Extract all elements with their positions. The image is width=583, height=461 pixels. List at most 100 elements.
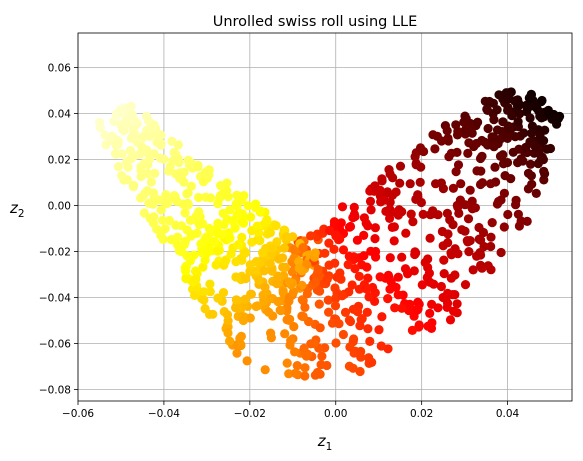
scatter-point	[494, 90, 504, 100]
scatter-point	[166, 235, 177, 245]
scatter-point	[191, 274, 201, 284]
scatter-point	[460, 226, 470, 236]
scatter-point	[237, 232, 247, 242]
scatter-point	[322, 274, 332, 284]
scatter-point	[374, 325, 384, 335]
scatter-point	[530, 141, 540, 151]
scatter-point	[282, 232, 292, 242]
scatter-point	[144, 198, 154, 208]
scatter-point	[375, 272, 385, 282]
scatter-point	[156, 205, 166, 215]
scatter-point	[329, 217, 339, 227]
plot-frame	[77, 32, 573, 402]
scatter-point	[264, 307, 274, 317]
scatter-point	[409, 266, 419, 276]
scatter-point	[453, 249, 463, 259]
scatter-point	[290, 368, 300, 378]
scatter-point	[164, 215, 174, 226]
scatter-point	[430, 144, 440, 154]
scatter-point	[205, 279, 215, 289]
scatter-point	[254, 275, 264, 286]
scatter-point	[405, 179, 415, 189]
scatter-point	[199, 287, 209, 297]
scatter-point	[252, 221, 262, 231]
y-tick-label: 0.04	[48, 109, 72, 121]
scatter-point	[513, 117, 523, 127]
scatter-point	[282, 315, 292, 325]
scatter-point	[153, 131, 164, 141]
scatter-point	[521, 100, 531, 110]
scatter-point	[208, 309, 218, 319]
scatter-point	[136, 165, 146, 175]
scatter-point	[497, 152, 507, 162]
scatter-point	[442, 126, 452, 136]
scatter-point	[376, 341, 386, 351]
scatter-point	[526, 128, 537, 138]
scatter-point	[200, 168, 210, 178]
scatter-point	[186, 181, 196, 191]
scatter-point	[501, 88, 511, 98]
scatter-point	[359, 251, 369, 261]
y-tick-label: −0.02	[39, 247, 71, 259]
scatter-point	[345, 316, 356, 327]
scatter-point	[279, 243, 289, 253]
scatter-point	[180, 236, 190, 246]
scatter-point	[343, 260, 353, 270]
scatter-point	[245, 313, 255, 323]
scatter-point	[287, 267, 297, 277]
scatter-point	[364, 353, 374, 363]
scatter-point	[490, 162, 500, 172]
scatter-point	[136, 171, 146, 182]
scatter-point	[182, 251, 192, 261]
scatter-point	[300, 363, 310, 373]
scatter-point	[105, 132, 115, 143]
scatter-point	[330, 301, 341, 311]
scatter-point	[397, 303, 407, 313]
scatter-point	[174, 246, 184, 256]
scatter-point	[205, 287, 215, 297]
scatter-point	[324, 225, 335, 236]
scatter-point	[523, 168, 534, 178]
scatter-point	[259, 266, 269, 276]
scatter-point	[499, 188, 509, 198]
scatter-point	[160, 224, 170, 234]
scatter-point	[245, 260, 255, 270]
scatter-point	[173, 154, 183, 164]
scatter-point	[391, 187, 401, 197]
scatter-point	[223, 192, 233, 202]
scatter-point	[285, 340, 295, 350]
scatter-point	[162, 192, 172, 202]
scatter-point	[232, 201, 242, 211]
scatter-point	[155, 153, 165, 163]
scatter-point	[146, 177, 156, 187]
scatter-point	[345, 342, 355, 352]
scatter-point	[139, 208, 149, 218]
scatter-point	[443, 238, 453, 248]
scatter-point	[362, 307, 372, 317]
scatter-point	[467, 204, 477, 214]
scatter-point	[306, 231, 316, 241]
scatter-point	[363, 324, 373, 334]
scatter-point	[370, 234, 380, 244]
scatter-point	[212, 228, 222, 238]
scatter-point	[427, 299, 437, 309]
scatter-point	[487, 218, 497, 228]
scatter-point	[193, 162, 203, 172]
scatter-point	[483, 123, 493, 134]
scatter-point	[336, 218, 346, 228]
scatter-point	[451, 167, 461, 177]
scatter-point	[450, 270, 460, 280]
scatter-point	[407, 325, 417, 335]
scatter-point	[192, 228, 202, 238]
scatter-point	[545, 143, 556, 154]
scatter-point	[411, 248, 421, 258]
scatter-point	[288, 287, 298, 297]
scatter-point	[385, 253, 395, 263]
scatter-point	[352, 235, 362, 245]
scatter-point	[492, 199, 502, 209]
scatter-point	[514, 100, 524, 110]
scatter-point	[417, 280, 427, 290]
scatter-point	[324, 238, 334, 248]
scatter-point	[442, 208, 452, 218]
x-axis-ticks: −0.06 −0.04 −0.02 0.00 0.02 0.04	[62, 401, 520, 420]
